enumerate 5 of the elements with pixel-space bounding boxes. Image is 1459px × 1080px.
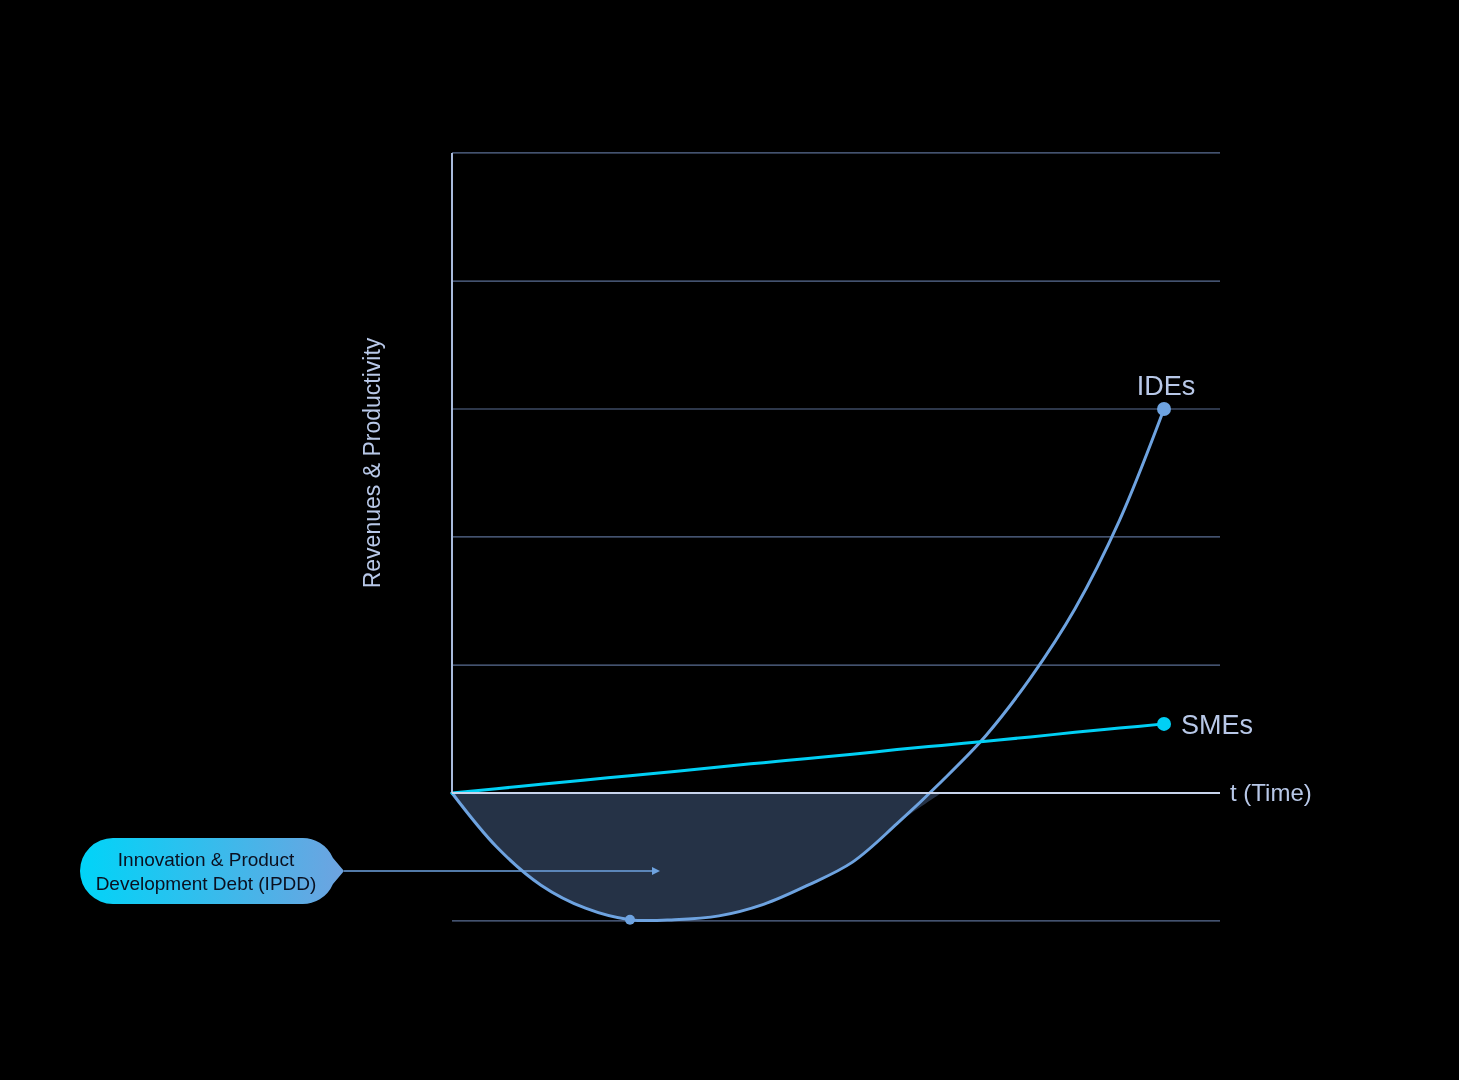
series-label: IDEs: [1136, 371, 1196, 401]
series-label: SMEs: [1181, 709, 1254, 740]
text: Innovation & Product Development Debt (IPDD): [95, 848, 317, 894]
x-axis-title: t (Time): [1230, 779, 1312, 807]
y-axis-title: Revenues & Productivity: [359, 337, 385, 589]
